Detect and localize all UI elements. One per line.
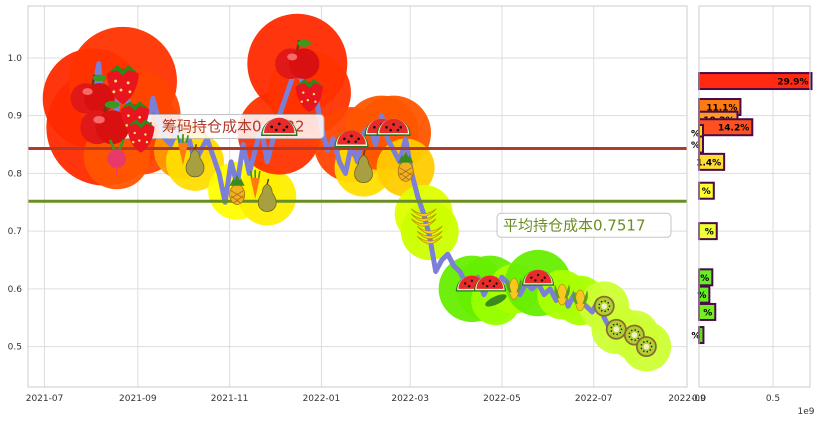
watermelon-icon xyxy=(376,118,411,136)
y-tick-label: 0.7 xyxy=(8,227,22,237)
x-tick-label: 2022-05 xyxy=(483,394,521,404)
y-tick-label: 0.8 xyxy=(8,169,23,179)
apple-icon xyxy=(275,39,320,80)
x-tick-label: 2021-07 xyxy=(26,394,64,404)
distribution-bar-label: % xyxy=(691,141,700,151)
distribution-bar-label: 29.9% xyxy=(777,78,808,88)
reference-callout-label: 平均持仓成本0.7517 xyxy=(503,216,646,234)
distribution-bar-label: % xyxy=(691,130,700,140)
marker-glows xyxy=(42,13,672,372)
distribution-bar-label: 1.4% xyxy=(696,158,721,168)
strawberry-icon xyxy=(295,78,324,113)
cucumber-icon xyxy=(485,294,507,307)
pear-icon xyxy=(185,144,205,178)
pear-icon xyxy=(354,149,373,184)
distribution-bar-label: % xyxy=(700,274,709,284)
watermelon-icon xyxy=(521,269,555,286)
distribution-bar-label: 14.2% xyxy=(718,124,749,134)
plot-frames xyxy=(27,5,811,388)
distribution-bar-label: 11.1% xyxy=(706,104,737,114)
pear-icon xyxy=(257,178,277,212)
distribution-bar-label: % xyxy=(702,187,711,197)
reference-callout-box xyxy=(496,212,672,238)
side-x-tick-label: 0.5 xyxy=(766,394,780,404)
kiwi-icon xyxy=(593,295,615,317)
apple-icon xyxy=(80,100,130,145)
watermelon-icon xyxy=(261,117,298,137)
y-tick-label: 1.0 xyxy=(8,54,23,64)
strawberry-icon xyxy=(106,64,139,105)
side-plot-frame xyxy=(698,5,811,388)
strawberry-icon xyxy=(127,119,155,153)
radish-icon xyxy=(107,139,127,175)
carrot-icon xyxy=(177,134,189,166)
distribution-bar-label: % xyxy=(697,291,706,301)
kiwi-icon xyxy=(635,336,657,358)
pineapple-icon xyxy=(397,151,414,182)
corn-icon xyxy=(554,283,570,306)
reference-callout: 平均持仓成本0.7517 xyxy=(496,212,672,238)
distribution-bars: 29.9%11.1%10.2%14.2%%%1.4%%%%%%% xyxy=(691,72,813,345)
corn-icon xyxy=(506,278,522,300)
y-tick-label: 0.6 xyxy=(8,285,23,295)
y-tick-label: 0.5 xyxy=(8,343,22,353)
pineapple-icon xyxy=(229,174,246,205)
side-x-tick-label: 0.0 xyxy=(692,394,707,404)
x-tick-label: 2021-09 xyxy=(119,394,157,404)
x-tick-label: 2022-09 xyxy=(668,394,706,404)
corn-icon xyxy=(572,289,588,312)
distribution-bar-label: % xyxy=(705,228,714,238)
distribution-bar-label: % xyxy=(703,308,712,318)
side-x-exponent: 1e9 xyxy=(798,407,815,417)
carrot-icon xyxy=(249,169,261,199)
watermelon-icon xyxy=(334,130,369,148)
x-tick-label: 2021-11 xyxy=(211,394,249,404)
kiwi-icon xyxy=(605,318,627,340)
x-tick-label: 2022-07 xyxy=(575,394,613,404)
x-tick-label: 2022-01 xyxy=(303,394,341,404)
tick-labels: 2021-07 2021-09 2021-11 2022-01 2022-03 2022-… xyxy=(8,54,815,417)
main-plot-frame xyxy=(27,5,688,388)
distribution-bar-label: % xyxy=(691,332,700,342)
watermelon-icon xyxy=(473,275,506,292)
side-gridlines xyxy=(698,6,810,387)
marker-icons xyxy=(70,39,657,358)
banana-icon xyxy=(410,208,437,227)
x-tick-label: 2022-03 xyxy=(391,394,429,404)
y-tick-label: 0.9 xyxy=(8,112,23,122)
banana-icon xyxy=(416,225,443,245)
